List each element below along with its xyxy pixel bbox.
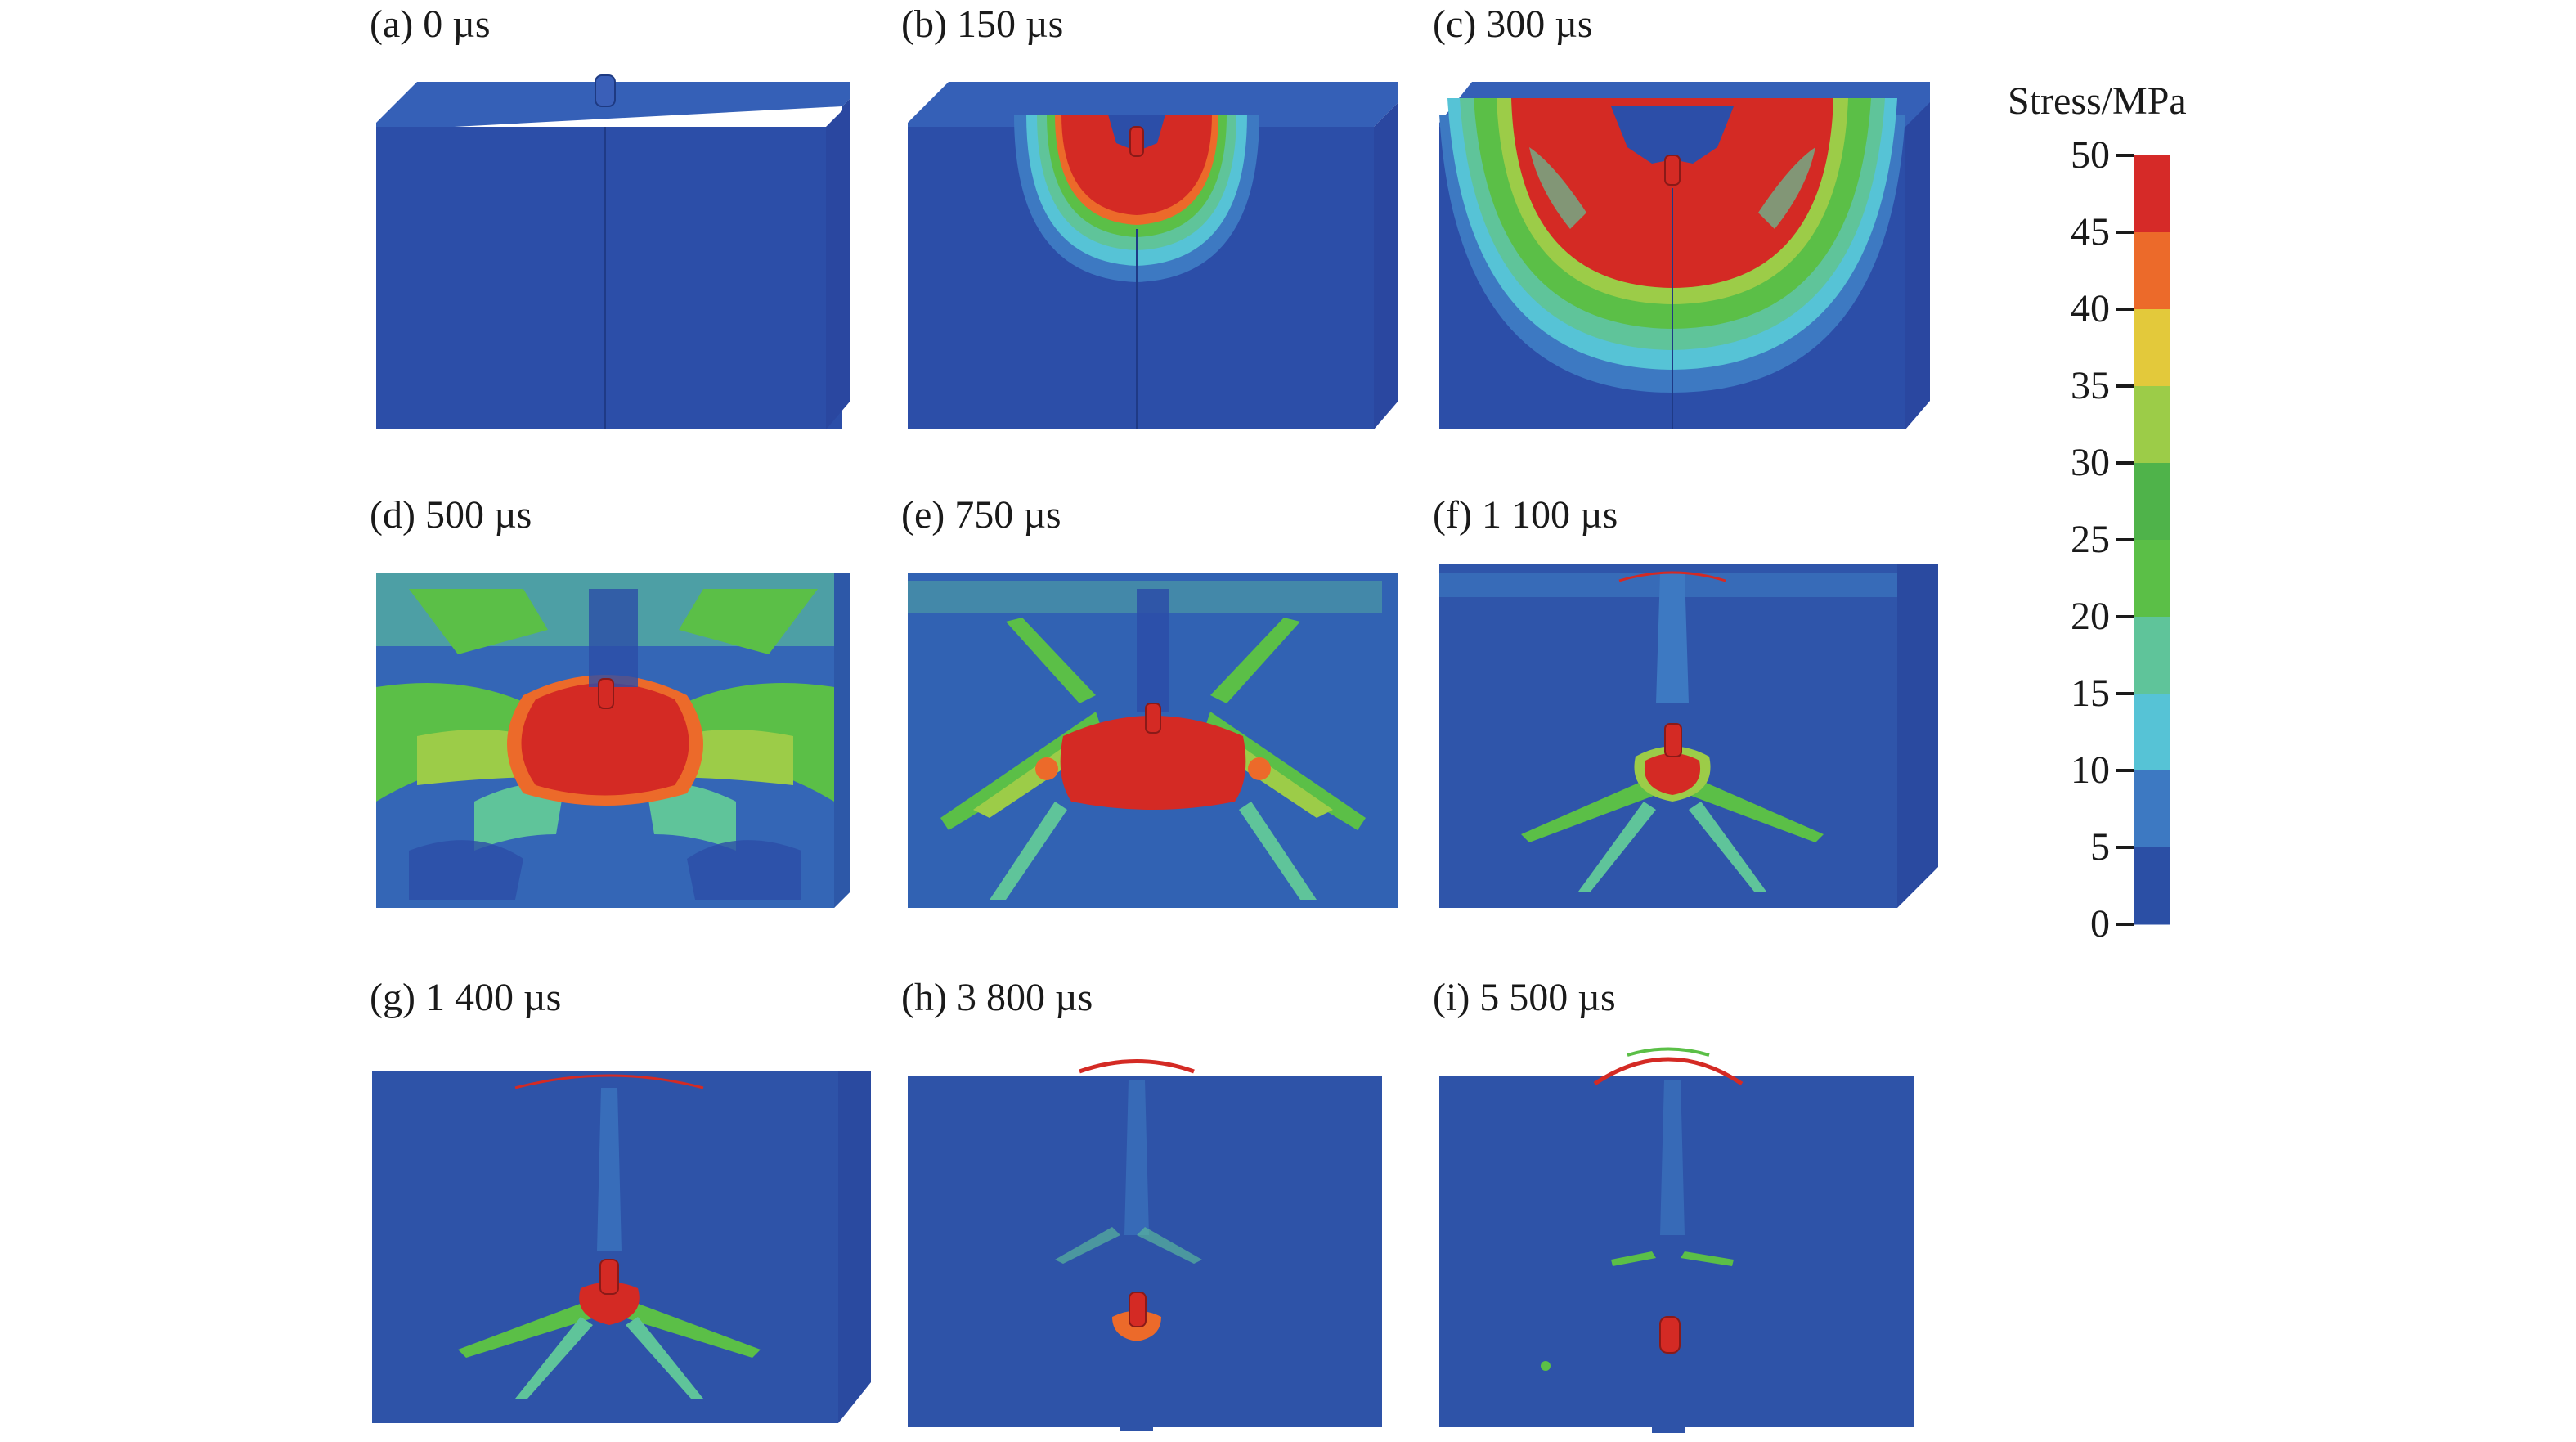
panel-label-a: (a) 0 µs (370, 2, 491, 46)
panel-a-stress-block (376, 74, 850, 429)
panel-f-stress-block (1439, 564, 1938, 908)
colorbar-band (2134, 386, 2170, 464)
colorbar-tick-label: 25 (2071, 518, 2110, 561)
colorbar-tick-label: 5 (2090, 825, 2110, 869)
colorbar-tick-label: 20 (2071, 595, 2110, 638)
panel-label-h: (h) 3 800 µs (901, 976, 1093, 1019)
colorbar-title: Stress/MPa (2008, 79, 2187, 123)
colorbar-band (2134, 540, 2170, 618)
colorbar-tick-label: 40 (2071, 287, 2110, 330)
colorbar-band (2134, 155, 2170, 233)
panel-g-stress-block (372, 1071, 871, 1423)
panel-label-e: (e) 750 µs (901, 493, 1061, 537)
colorbar-band (2134, 770, 2170, 848)
panel-label-d: (d) 500 µs (370, 493, 532, 537)
panel-label-i: (i) 5 500 µs (1433, 976, 1616, 1019)
colorbar-tick-label: 50 (2071, 133, 2110, 177)
colorbar-tick-label: 15 (2071, 672, 2110, 715)
colorbar (2116, 154, 2170, 926)
panel-label-g: (g) 1 400 µs (370, 976, 562, 1019)
panel-label-f: (f) 1 100 µs (1433, 493, 1618, 537)
panel-label-c: (c) 300 µs (1433, 2, 1593, 46)
colorbar-band (2134, 847, 2170, 925)
panel-label-b: (b) 150 µs (901, 2, 1064, 46)
colorbar-band (2134, 309, 2170, 387)
colorbar-tick-label: 35 (2071, 364, 2110, 407)
panel-h-stress-block (908, 1059, 1382, 1431)
colorbar-tick-label: 30 (2071, 441, 2110, 484)
colorbar-band (2134, 617, 2170, 694)
panel-e-stress-block (908, 573, 1398, 908)
colorbar-tick-label: 45 (2071, 210, 2110, 254)
colorbar-band (2134, 694, 2170, 771)
colorbar-band (2134, 463, 2170, 541)
colorbar-band (2134, 232, 2170, 310)
panel-d-stress-block (376, 573, 850, 908)
panel-c-stress-block (1439, 82, 1930, 429)
panel-b-stress-block (908, 82, 1398, 429)
panel-i-stress-block (1439, 1047, 1914, 1433)
colorbar-tick-label: 0 (2090, 902, 2110, 946)
colorbar-tick-label: 10 (2071, 748, 2110, 792)
